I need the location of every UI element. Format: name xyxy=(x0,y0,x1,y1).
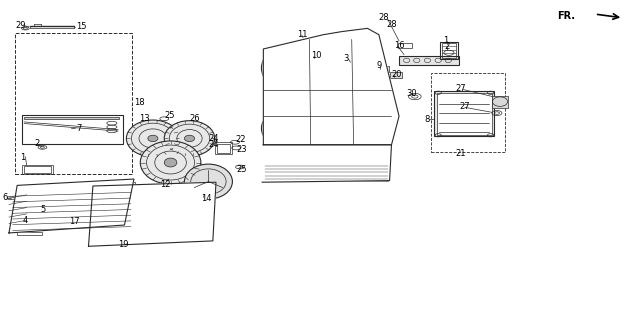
Ellipse shape xyxy=(261,47,309,89)
Bar xyxy=(24,166,51,173)
Polygon shape xyxy=(262,145,391,182)
Text: 6: 6 xyxy=(3,193,8,202)
Text: 20: 20 xyxy=(391,70,402,79)
Text: 2: 2 xyxy=(444,42,450,51)
Text: 27: 27 xyxy=(456,84,467,93)
Bar xyxy=(389,72,402,78)
Ellipse shape xyxy=(101,194,154,240)
Bar xyxy=(375,66,389,72)
Bar xyxy=(15,33,132,174)
Ellipse shape xyxy=(126,120,179,157)
Bar xyxy=(95,211,102,213)
Text: 17: 17 xyxy=(70,217,80,226)
Ellipse shape xyxy=(145,194,198,240)
Bar xyxy=(95,205,102,208)
Ellipse shape xyxy=(184,135,195,142)
Polygon shape xyxy=(89,182,216,246)
Text: 16: 16 xyxy=(394,41,404,50)
Bar xyxy=(194,206,201,208)
Bar xyxy=(215,142,233,154)
Bar xyxy=(265,162,389,180)
Bar xyxy=(442,43,456,58)
Text: 22: 22 xyxy=(235,135,245,144)
Ellipse shape xyxy=(148,135,158,142)
Text: 25: 25 xyxy=(237,165,247,174)
Text: 11: 11 xyxy=(297,30,307,39)
Bar xyxy=(430,73,505,152)
Text: 25: 25 xyxy=(164,111,175,120)
Text: 29: 29 xyxy=(15,21,26,30)
Text: 26: 26 xyxy=(190,114,200,123)
Ellipse shape xyxy=(261,109,309,147)
Text: 2: 2 xyxy=(34,139,39,148)
Text: 12: 12 xyxy=(160,180,171,189)
Bar xyxy=(122,218,135,223)
Text: 27: 27 xyxy=(459,102,470,111)
Ellipse shape xyxy=(308,109,356,147)
Bar xyxy=(493,96,508,108)
Text: 15: 15 xyxy=(76,22,86,31)
Ellipse shape xyxy=(184,164,233,199)
Polygon shape xyxy=(263,28,399,145)
Bar xyxy=(434,91,495,136)
Bar xyxy=(194,218,201,221)
Text: FR.: FR. xyxy=(557,11,575,21)
Text: 10: 10 xyxy=(311,52,321,60)
Text: 3: 3 xyxy=(344,54,349,63)
Text: 19: 19 xyxy=(118,240,129,249)
Bar xyxy=(122,182,135,187)
Polygon shape xyxy=(9,179,134,233)
Text: 28: 28 xyxy=(379,13,389,22)
Bar xyxy=(17,232,42,236)
Text: 9: 9 xyxy=(377,61,382,70)
Text: 4: 4 xyxy=(22,216,27,225)
Bar xyxy=(316,98,337,113)
Ellipse shape xyxy=(164,121,215,156)
Bar xyxy=(204,206,210,208)
Bar xyxy=(398,43,411,48)
Text: 30: 30 xyxy=(406,89,417,98)
Bar xyxy=(95,216,102,219)
Text: 1: 1 xyxy=(443,36,448,44)
Bar xyxy=(399,56,459,65)
Text: 5: 5 xyxy=(41,205,46,214)
Bar xyxy=(440,42,458,59)
Bar xyxy=(24,117,119,119)
Bar xyxy=(314,97,339,114)
Bar xyxy=(22,115,122,143)
Text: 7: 7 xyxy=(76,124,81,133)
Ellipse shape xyxy=(140,141,201,184)
Bar xyxy=(346,58,361,65)
Ellipse shape xyxy=(308,47,356,89)
Bar xyxy=(204,218,210,221)
Bar xyxy=(217,143,230,153)
Bar xyxy=(22,165,53,174)
Text: 21: 21 xyxy=(456,149,467,158)
Text: 8: 8 xyxy=(424,115,430,124)
Text: 23: 23 xyxy=(236,145,247,154)
Text: 13: 13 xyxy=(139,114,150,123)
Text: 24: 24 xyxy=(209,134,219,143)
Text: 18: 18 xyxy=(134,99,145,108)
Text: 1: 1 xyxy=(20,153,25,162)
Bar xyxy=(194,212,201,215)
Ellipse shape xyxy=(164,158,177,167)
Bar xyxy=(437,93,492,135)
Text: 24: 24 xyxy=(209,140,219,149)
Bar xyxy=(204,212,210,215)
Text: 14: 14 xyxy=(201,194,211,203)
Text: 28: 28 xyxy=(387,20,397,29)
